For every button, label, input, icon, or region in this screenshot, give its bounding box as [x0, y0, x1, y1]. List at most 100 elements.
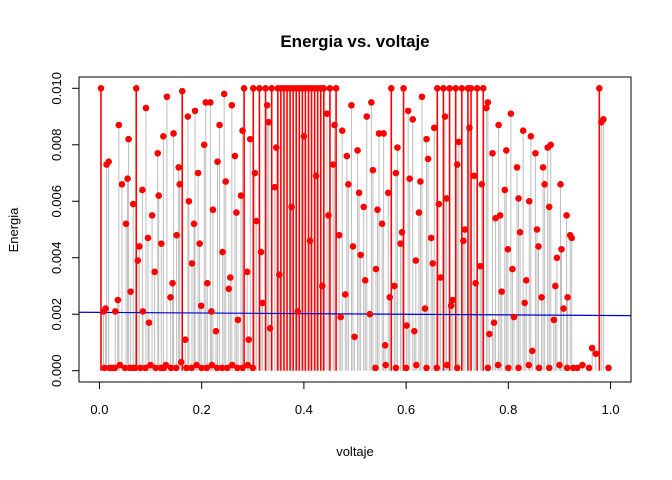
data-point	[172, 364, 180, 372]
data-point	[404, 107, 412, 115]
data-point	[435, 200, 443, 208]
data-point	[415, 209, 423, 216]
data-point	[266, 325, 274, 332]
data-point	[325, 212, 332, 219]
data-point	[139, 186, 146, 194]
data-point	[294, 308, 302, 315]
data-point	[446, 84, 453, 92]
data-point	[121, 364, 129, 372]
data-point	[410, 327, 418, 335]
data-point	[476, 262, 484, 270]
y-tick-label: 0.000	[49, 354, 64, 387]
data-point	[253, 217, 260, 225]
data-point	[443, 195, 450, 202]
data-point	[114, 296, 122, 304]
data-point	[515, 364, 522, 372]
data-point	[372, 265, 380, 273]
data-point	[203, 279, 211, 287]
data-point	[556, 361, 563, 369]
data-point	[427, 234, 435, 242]
data-point	[202, 99, 210, 106]
data-point	[545, 364, 553, 372]
data-point	[142, 104, 150, 112]
data-point	[182, 336, 189, 343]
data-point	[212, 327, 220, 335]
data-point	[245, 336, 252, 343]
data-point	[246, 135, 254, 143]
data-point	[271, 183, 279, 191]
data-point	[111, 364, 119, 372]
data-point	[460, 237, 467, 245]
x-axis: 0.0 0.2 0.4 0.6 0.8 1.0	[90, 381, 620, 417]
data-point	[163, 93, 171, 101]
data-point	[600, 116, 607, 123]
data-point	[424, 155, 432, 163]
data-point	[127, 288, 134, 295]
data-point	[532, 149, 539, 157]
data-point	[563, 364, 571, 372]
data-point	[151, 268, 158, 276]
data-point	[184, 113, 192, 120]
data-point	[137, 364, 144, 372]
data-point	[196, 240, 203, 247]
data-point	[417, 178, 424, 185]
data-point	[349, 243, 357, 250]
data-point	[116, 361, 124, 369]
data-point	[384, 189, 392, 197]
data-point	[220, 90, 228, 98]
data-point	[535, 364, 543, 372]
y-tick-label: 0.002	[49, 298, 64, 331]
data-point	[392, 364, 400, 372]
data-point	[229, 361, 236, 369]
data-point	[262, 84, 269, 92]
data-point	[239, 127, 246, 134]
data-point	[208, 308, 215, 315]
data-point	[387, 84, 395, 92]
data-point	[219, 248, 226, 256]
data-point	[458, 84, 466, 92]
data-point	[320, 84, 328, 92]
data-point	[213, 364, 221, 372]
data-point	[494, 361, 502, 369]
stems-layer	[100, 88, 610, 371]
data-point	[498, 288, 505, 295]
data-point	[207, 99, 214, 106]
y-tick-label: 0.004	[49, 241, 64, 274]
data-point	[237, 192, 245, 199]
data-point	[193, 361, 200, 369]
data-point	[440, 84, 447, 92]
data-point	[209, 206, 217, 214]
data-point	[400, 84, 407, 92]
data-point	[527, 133, 535, 140]
data-point	[366, 310, 374, 318]
data-point	[177, 358, 185, 366]
data-point	[588, 344, 596, 352]
fit-line	[78, 311, 632, 317]
data-point	[538, 293, 545, 301]
data-point	[218, 364, 226, 372]
data-point	[332, 84, 340, 92]
data-point	[409, 116, 417, 123]
data-point	[194, 169, 202, 177]
data-point	[198, 364, 205, 372]
data-point	[312, 172, 320, 180]
data-point	[382, 361, 389, 369]
y-tick-label: 0.010	[49, 72, 64, 105]
data-point	[188, 260, 196, 267]
data-point	[412, 257, 420, 264]
data-point	[157, 364, 165, 372]
data-point	[539, 164, 547, 171]
data-point	[473, 84, 481, 92]
data-point	[338, 127, 346, 134]
data-point	[519, 127, 527, 134]
x-tick-label: 0.2	[193, 402, 211, 417]
data-point	[268, 84, 275, 92]
data-point	[433, 84, 441, 92]
data-point	[361, 277, 369, 284]
data-point	[326, 84, 334, 92]
data-point	[489, 149, 496, 157]
data-point	[351, 333, 358, 341]
data-point	[433, 364, 441, 372]
data-point	[249, 84, 257, 92]
data-point	[214, 158, 221, 166]
